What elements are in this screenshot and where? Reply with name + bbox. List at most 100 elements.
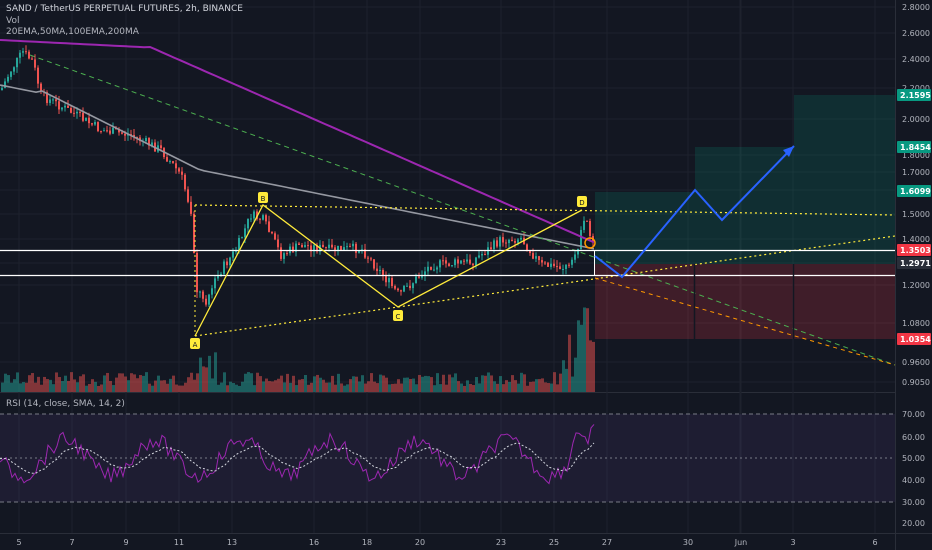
candle-body: [277, 239, 279, 248]
candle-body: [61, 107, 63, 110]
rsi-tick-label: 20.00: [902, 519, 925, 528]
candle-body: [196, 253, 198, 293]
volume-bar: [202, 366, 205, 392]
candle-body: [37, 67, 39, 84]
volume-bar: [220, 382, 223, 392]
volume-bar: [454, 373, 457, 392]
candle-body: [202, 291, 204, 299]
candle-body: [52, 99, 54, 101]
candle-body: [1, 87, 3, 90]
target-zone-3[interactable]: [794, 95, 895, 264]
price-tag-label: 1.6099: [900, 187, 931, 196]
volume-bar: [292, 375, 295, 392]
volume-bar: [328, 382, 331, 392]
rsi-axis[interactable]: 70.00 60.00 50.00 40.00 30.00 20.00: [902, 410, 925, 528]
volume-bar: [151, 385, 154, 392]
volume-bar: [373, 381, 376, 392]
volume-bar: [574, 357, 577, 392]
target-zone-1[interactable]: [595, 192, 695, 264]
volume-bar: [97, 385, 100, 392]
volume-bar: [133, 374, 136, 392]
volume-bar: [583, 307, 586, 392]
volume-bar: [406, 377, 409, 392]
volume-bar: [232, 382, 235, 392]
stop-zone-3[interactable]: [794, 264, 895, 339]
candle-body: [310, 245, 312, 252]
volume-bar: [55, 372, 58, 392]
resistance-dotted-line[interactable]: [194, 204, 896, 216]
volume-bar: [331, 375, 334, 392]
abcd-pattern[interactable]: [194, 204, 583, 337]
rsi-pane[interactable]: [0, 393, 895, 533]
volume-bar: [307, 384, 310, 392]
candle-body: [160, 145, 162, 149]
volume-bar: [370, 373, 373, 392]
candle-body: [337, 245, 339, 252]
candle-body: [376, 268, 378, 272]
candle-body: [88, 117, 90, 124]
projection-path[interactable]: [594, 145, 795, 279]
candle-body: [28, 51, 30, 59]
volume-bar: [67, 380, 70, 392]
candle-body: [415, 276, 417, 284]
volume-bar: [229, 381, 232, 392]
target-zone-2[interactable]: [695, 147, 794, 264]
price-tick-label: 1.7000: [902, 168, 930, 177]
volume-bar: [385, 377, 388, 392]
volume-bar: [280, 375, 283, 392]
volume-bar: [73, 379, 76, 392]
candle-body: [118, 129, 120, 133]
price-axis[interactable]: 2.8000 2.6000 2.4000 2.2000 2.0000 1.8000 1.70…: [902, 3, 930, 387]
volume-bar: [178, 385, 181, 392]
candle-body: [172, 161, 174, 164]
candle-body: [73, 112, 75, 114]
candle-body: [82, 112, 84, 121]
volume-bar: [49, 379, 52, 392]
candle-body: [541, 260, 543, 263]
candle-body: [520, 237, 522, 240]
candle-body: [238, 238, 240, 251]
candles[interactable]: [1, 45, 594, 307]
volume-bar: [391, 383, 394, 392]
candle-body: [67, 105, 69, 108]
volume-bar: [295, 385, 298, 392]
candle-body: [13, 67, 15, 72]
candle-body: [556, 266, 558, 268]
time-axis[interactable]: 5 7 9 11 13 16 18 20 23 25 27 30 Jun 3 6: [16, 538, 877, 547]
candle-body: [463, 260, 465, 262]
volume-bar: [124, 376, 127, 392]
candle-body: [427, 266, 429, 272]
volume-bar: [589, 340, 592, 392]
volume-bar: [265, 378, 268, 392]
volume-bar: [175, 384, 178, 392]
candle-body: [211, 288, 213, 295]
price-marker[interactable]: [584, 237, 596, 249]
candle-body: [307, 245, 309, 247]
pattern-label-text: D: [579, 199, 584, 207]
candle-body: [352, 243, 354, 247]
volume-bar: [409, 378, 412, 392]
volume-bar: [214, 352, 217, 392]
volume-bar: [505, 380, 508, 392]
pattern-label-text: C: [396, 313, 401, 321]
volume-bar: [16, 372, 19, 392]
candle-body: [166, 157, 168, 162]
time-tick-label: 18: [362, 538, 372, 547]
volume-bar: [466, 380, 469, 392]
volume-bar: [427, 376, 430, 392]
candle-body: [478, 255, 480, 258]
descending-trendline[interactable]: [29, 54, 896, 366]
candle-body: [439, 260, 441, 268]
volume-bar: [283, 382, 286, 392]
chart-title: SAND / TetherUS PERPETUAL FUTURES, 2h, B…: [6, 4, 243, 14]
candle-body: [109, 130, 111, 134]
candle-body: [130, 134, 132, 136]
volume-bar: [508, 381, 511, 392]
candle-body: [334, 247, 336, 252]
candle-body: [484, 254, 486, 256]
volume-bar: [88, 383, 91, 392]
candle-body: [169, 161, 171, 163]
stop-zone-2[interactable]: [695, 264, 794, 339]
volume-bar: [115, 377, 118, 392]
